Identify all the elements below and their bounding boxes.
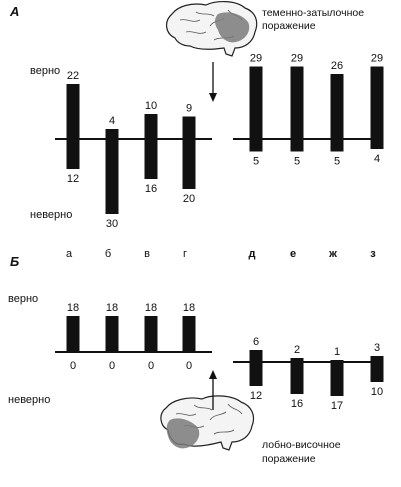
panel-a-value-correct-3: 10 [145, 100, 157, 112]
panel-a-value-correct-8: 29 [371, 53, 383, 65]
panel-b-value-incorrect-4: 0 [186, 360, 192, 372]
panel-b-bars: 18 0 18 0 18 0 18 0 6 12 2 16 1 17 3 10 [66, 302, 384, 412]
panel-a-bar-incorrect-3 [144, 139, 158, 179]
panel-a-bar-correct-5 [249, 66, 263, 139]
panel-a-value-incorrect-7: 5 [334, 156, 340, 168]
panel-a-value-correct-7: 26 [331, 60, 343, 72]
panel-b-value-correct-4: 18 [183, 302, 195, 314]
panel-b: Б верно неверно лобно-височное поражение… [8, 254, 384, 465]
panel-b-label-true: верно [8, 293, 38, 305]
panel-b-bar-correct-4 [182, 316, 196, 352]
panel-a-value-correct-1: 22 [67, 70, 79, 82]
panel-a-bar-incorrect-7 [330, 139, 344, 152]
panel-b-value-incorrect-7: 17 [331, 400, 343, 412]
panel-a-value-incorrect-4: 20 [183, 193, 195, 205]
panel-a-value-incorrect-6: 5 [294, 156, 300, 168]
panel-a-value-incorrect-8: 4 [374, 153, 380, 165]
panel-a-lesion-label-line1: теменно-затылочное [262, 7, 364, 19]
panel-a-bar-correct-4 [182, 116, 196, 139]
panel-a-category-5: д [249, 248, 256, 260]
panel-a-bar-incorrect-5 [249, 139, 263, 152]
panel-b-value-incorrect-3: 0 [148, 360, 154, 372]
panel-b-label-false: неверно [8, 394, 50, 406]
panel-b-value-correct-5: 6 [253, 336, 259, 348]
panel-a-label-true: верно [30, 65, 60, 77]
panel-b-bar-incorrect-5 [249, 362, 263, 386]
panel-a-bar-incorrect-6 [290, 139, 304, 152]
panel-b-bar-correct-8 [370, 356, 384, 362]
panel-a-category-1: а [66, 248, 73, 260]
brain-parieto-occipital-lesion-icon [166, 1, 258, 57]
panel-a-bar-correct-7 [330, 74, 344, 139]
panel-b-value-incorrect-5: 12 [250, 390, 262, 402]
panel-b-bar-correct-5 [249, 350, 263, 362]
panel-b-bar-incorrect-6 [290, 362, 304, 394]
panel-a-category-6: е [290, 248, 296, 260]
brain-fronto-temporal-lesion-icon [160, 395, 255, 451]
panel-a-letter: А [9, 4, 19, 19]
panel-b-value-correct-2: 18 [106, 302, 118, 314]
panel-b-value-correct-6: 2 [294, 344, 300, 356]
panel-b-letter: Б [10, 254, 19, 269]
panel-a-value-correct-5: 29 [250, 53, 262, 65]
panel-a-category-3: в [144, 248, 150, 260]
panel-b-value-correct-7: 1 [334, 346, 340, 358]
panel-a-category-8: з [370, 248, 376, 260]
panel-b-bar-correct-7 [330, 360, 344, 362]
panel-b-lesion-label-line1: лобно-височное [262, 439, 341, 451]
panel-b-value-correct-3: 18 [145, 302, 157, 314]
panel-b-value-incorrect-6: 16 [291, 398, 303, 410]
panel-a-value-incorrect-5: 5 [253, 156, 259, 168]
panel-b-bar-correct-3 [144, 316, 158, 352]
panel-a-value-incorrect-2: 30 [106, 218, 118, 230]
panel-a-bar-correct-1 [66, 84, 80, 139]
panel-a-value-incorrect-3: 16 [145, 183, 157, 195]
panel-a-category-4: г [183, 248, 187, 260]
panel-a-value-correct-2: 4 [109, 115, 115, 127]
panel-b-value-incorrect-1: 0 [70, 360, 76, 372]
panel-b-value-incorrect-2: 0 [109, 360, 115, 372]
panel-a-bar-incorrect-2 [105, 139, 119, 214]
panel-a-bar-incorrect-1 [66, 139, 80, 169]
panel-a-arrow [209, 62, 217, 102]
panel-a-label-false: неверно [30, 209, 72, 221]
panel-a: А верно неверно теменно-затылочное пораж… [9, 1, 384, 260]
panel-b-value-correct-8: 3 [374, 342, 380, 354]
panel-a-lesion-label-line2: поражение [262, 20, 316, 32]
panel-b-value-incorrect-8: 10 [371, 386, 383, 398]
panel-a-bar-correct-2 [105, 129, 119, 139]
panel-b-bar-correct-2 [105, 316, 119, 352]
panel-b-bar-incorrect-8 [370, 362, 384, 382]
panel-b-bar-correct-6 [290, 358, 304, 362]
panel-a-bars: 22 12 а 4 30 б 10 16 в 9 20 г 29 5 д 29 5 е 26 5 ж 29 4 з [66, 53, 384, 260]
panel-b-bar-correct-1 [66, 316, 80, 352]
panel-a-bar-incorrect-4 [182, 139, 196, 189]
panel-a-value-incorrect-1: 12 [67, 173, 79, 185]
panel-b-arrow [209, 370, 217, 410]
panel-a-bar-correct-6 [290, 66, 304, 139]
panel-a-category-7: ж [328, 248, 337, 260]
panel-b-lesion-label-line2: поражение [262, 453, 316, 465]
panel-a-bar-incorrect-8 [370, 139, 384, 149]
panel-a-category-2: б [105, 248, 111, 260]
panel-a-value-correct-4: 9 [186, 103, 192, 115]
panel-b-value-correct-1: 18 [67, 302, 79, 314]
panel-b-bar-incorrect-7 [330, 362, 344, 396]
panel-a-bar-correct-8 [370, 66, 384, 139]
panel-a-bar-correct-3 [144, 114, 158, 139]
panel-a-value-correct-6: 29 [291, 53, 303, 65]
